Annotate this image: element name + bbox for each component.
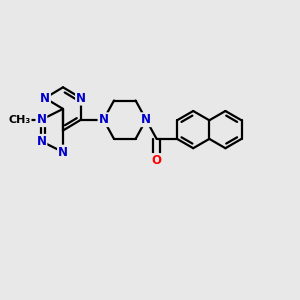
Text: N: N xyxy=(76,92,86,105)
Text: N: N xyxy=(40,92,50,105)
Text: N: N xyxy=(58,146,68,159)
Text: N: N xyxy=(36,113,46,126)
Text: CH₃: CH₃ xyxy=(8,115,31,125)
Text: N: N xyxy=(36,135,46,148)
Text: N: N xyxy=(141,113,151,126)
Text: N: N xyxy=(98,113,109,126)
Text: O: O xyxy=(152,154,162,167)
